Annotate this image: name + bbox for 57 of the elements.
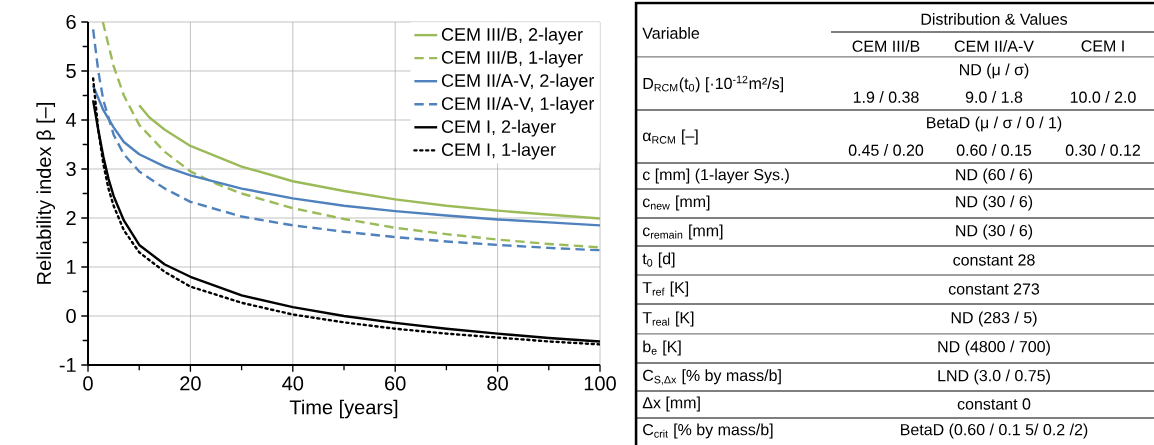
text: 0.30 / 0.12 <box>1065 144 1140 156</box>
y-tick-label: 4 <box>65 113 77 127</box>
text: C$_{S,Δx}$ [% by mass/b] <box>643 369 781 385</box>
x-axis-title: Time [years] <box>289 399 398 419</box>
y-tick-label: 2 <box>66 211 76 225</box>
legend-label: CEM II/A-V, 1-layer <box>441 96 595 114</box>
text: c$_{remain}$ [mm] <box>642 224 723 240</box>
text: 1.9 / 0.38 <box>853 91 919 103</box>
text: Distribution & Values <box>921 13 1068 25</box>
text: CEM II/A-V <box>954 40 1034 52</box>
x-tick-label: 100 <box>584 376 616 391</box>
y-axis-title: Reliability index β [–] <box>36 103 56 284</box>
text: ND (4800 / 700) <box>938 340 1050 356</box>
text: ND (60 / 6) <box>956 168 1033 184</box>
text: Δx [mm] <box>642 396 700 412</box>
legend-label: CEM III/B, 1-layer <box>441 50 583 68</box>
y-tick-label: 6 <box>66 14 76 30</box>
text: c$_{new}$ [mm] <box>642 195 710 211</box>
text: 0.60 / 0.15 <box>956 144 1032 156</box>
legend-label: CEM II/A-V, 2-layer <box>441 73 595 91</box>
text: Variable <box>642 27 700 39</box>
text: α$_{RCM}$ [–] <box>642 129 698 145</box>
text: ND (30 / 6) <box>956 195 1033 211</box>
x-tick-label: 80 <box>487 376 508 391</box>
text: T$_{real}$ [K] <box>642 311 694 327</box>
text: 10.0 / 2.0 <box>1070 91 1136 103</box>
text: CEM I <box>1081 40 1124 52</box>
y-tick-label: 0 <box>66 308 76 324</box>
x-tick-label: 40 <box>282 376 304 391</box>
text: BetaD (0.60 / 0.1 5/ 0.2 /2) <box>901 423 1088 439</box>
text: CEM III/B <box>852 40 920 52</box>
text: BetaD (μ / σ / 0 / 1) <box>927 116 1062 132</box>
text: ND (283 / 5) <box>951 311 1037 327</box>
text: T$_{ref}$ [K] <box>642 281 689 297</box>
text: D$_{RCM}$(t$_{0}$) [·10$^{-12}$m²/s] <box>643 75 783 93</box>
text: 9.0 / 1.8 <box>965 91 1023 103</box>
legend-label: CEM I, 2-layer <box>441 119 556 137</box>
text: 0.45 / 0.20 <box>848 144 924 156</box>
text: C$_{crit}$ [% by mass/b] <box>643 423 773 439</box>
text: ND (μ / σ) <box>960 63 1029 79</box>
text: constant 273 <box>948 283 1040 295</box>
x-tick-label: 0 <box>83 376 93 391</box>
y-tick-label: 5 <box>66 64 76 78</box>
text: t$_{0}$ [d] <box>642 252 675 268</box>
text: b$_{e}$ [K] <box>643 340 681 356</box>
legend-label: CEM I, 1-layer <box>441 142 556 160</box>
y-tick-label: 1 <box>67 260 76 274</box>
x-tick-label: 20 <box>180 376 201 391</box>
y-tick-label: -1 <box>59 358 76 372</box>
text: constant 28 <box>953 254 1035 266</box>
y-tick-label: 3 <box>66 161 76 177</box>
text: LND (3.0 / 0.75) <box>938 369 1050 385</box>
x-tick-label: 60 <box>385 376 406 391</box>
text: c [mm] (1-layer Sys.) <box>642 168 789 184</box>
text: ND (30 / 6) <box>956 224 1033 240</box>
legend-label: CEM III/B, 2-layer <box>441 27 583 45</box>
text: constant 0 <box>957 398 1031 410</box>
